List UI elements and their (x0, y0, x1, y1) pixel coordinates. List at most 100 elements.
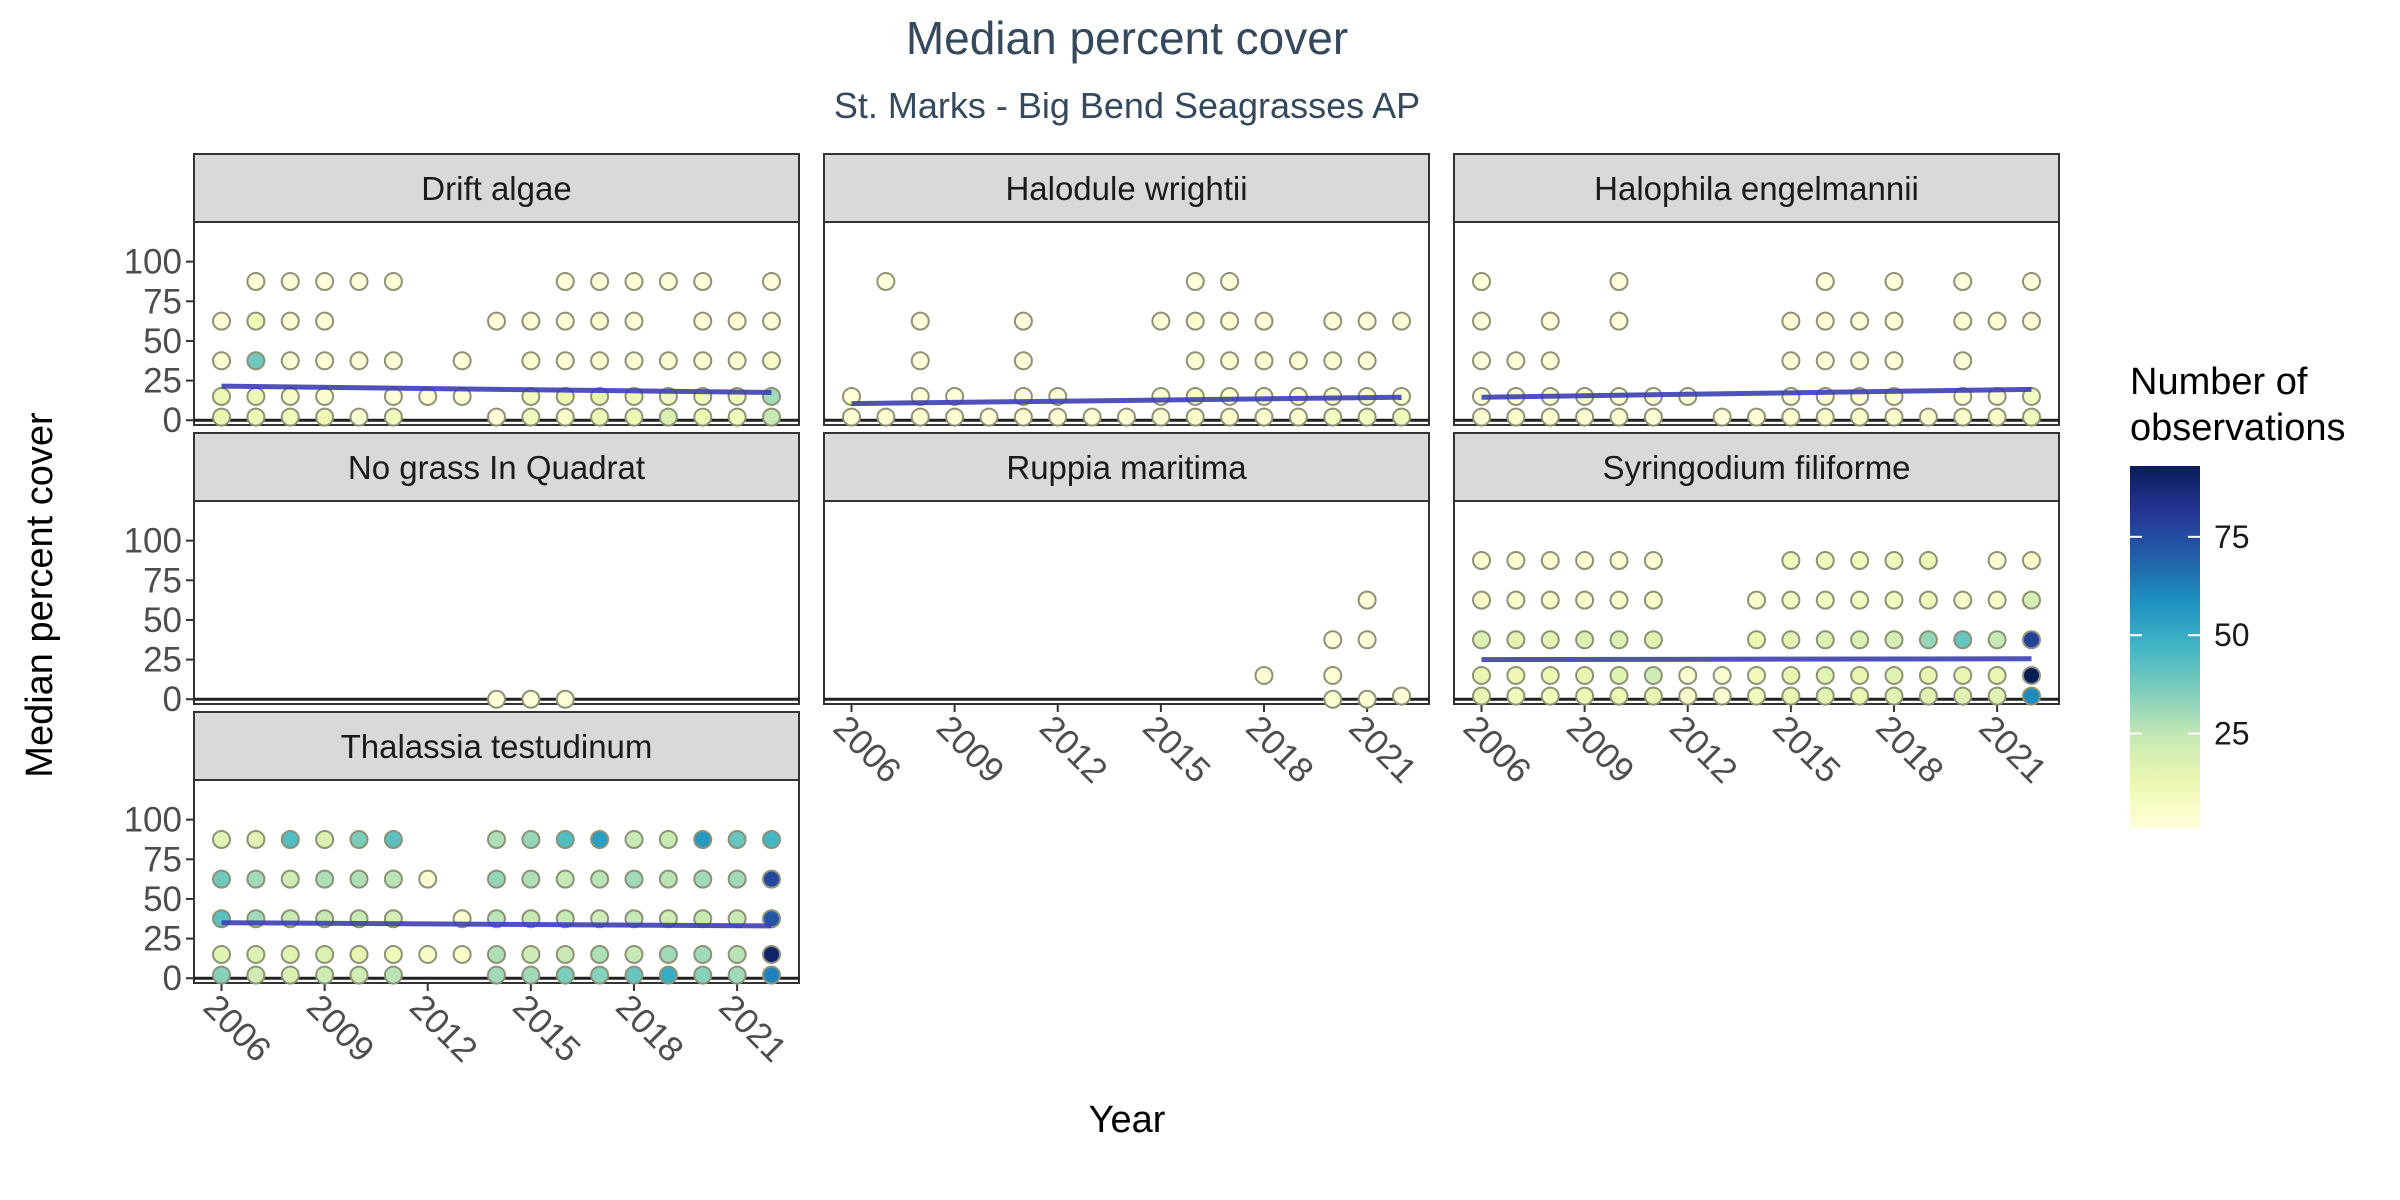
facet-panel: Halodule wrightii (823, 153, 1430, 427)
color-legend: Number of observations 25 50 75 (2130, 361, 2345, 828)
data-point (727, 829, 747, 849)
data-point (1987, 665, 2007, 685)
data-point (1392, 407, 1411, 427)
data-point (1151, 407, 1171, 427)
data-point (349, 944, 369, 964)
data-point (624, 271, 644, 291)
facet-strip (823, 153, 1430, 223)
data-point (555, 407, 575, 427)
facet-strip-label: Thalassia testudinum (341, 728, 653, 765)
y-tick-label: 50 (143, 880, 182, 919)
data-point (1884, 311, 1904, 331)
data-point (1643, 665, 1663, 685)
data-point (280, 944, 300, 964)
legend-tick-label: 25 (2214, 716, 2250, 752)
data-point (1953, 665, 1973, 685)
data-point (246, 965, 266, 985)
data-point (762, 407, 781, 427)
data-point (349, 271, 369, 291)
x-tick-label: 2012 (402, 987, 485, 1070)
facet-strip-label: Halodule wrightii (1005, 170, 1247, 207)
trend-line (1481, 656, 2032, 663)
data-point (1472, 271, 1491, 291)
data-point (1781, 665, 1801, 685)
data-point (1815, 271, 1835, 291)
data-point (693, 965, 713, 985)
data-point (762, 909, 781, 929)
chart-subtitle: St. Marks - Big Bend Seagrasses AP (834, 85, 1420, 126)
data-point (1884, 407, 1904, 427)
x-tick-label: 2018 (1238, 708, 1321, 791)
data-point (280, 271, 300, 291)
data-point (555, 689, 575, 709)
data-point (624, 965, 644, 985)
data-point (1357, 689, 1377, 709)
data-point (315, 386, 335, 406)
data-point (1357, 630, 1377, 650)
x-tick-label: 2009 (1559, 708, 1642, 791)
data-point (1918, 590, 1938, 610)
data-point (1781, 590, 1801, 610)
data-point (1609, 665, 1629, 685)
data-point (1609, 590, 1629, 610)
data-point (1953, 351, 1973, 371)
data-point (487, 407, 506, 427)
x-tick-label: 2006 (196, 987, 279, 1070)
data-point (658, 965, 678, 985)
data-point (1781, 407, 1801, 427)
facet-strip (193, 432, 800, 502)
data-point (876, 271, 896, 291)
y-tick-label: 25 (143, 641, 182, 680)
data-point (2022, 311, 2041, 331)
data-point (349, 351, 369, 371)
trend-line (221, 383, 772, 395)
data-point (1747, 686, 1766, 706)
data-point (555, 311, 575, 331)
x-tick-label: 2009 (299, 987, 382, 1070)
data-point (487, 869, 506, 889)
data-point (452, 944, 472, 964)
data-point (1472, 550, 1491, 570)
data-point (658, 829, 678, 849)
data-point (2022, 550, 2041, 570)
data-point (1575, 686, 1595, 706)
data-point (487, 689, 506, 709)
data-point (1815, 407, 1835, 427)
data-point (1220, 271, 1240, 291)
data-point (521, 407, 541, 427)
data-point (1884, 590, 1904, 610)
x-tick-label: 2021 (1341, 708, 1424, 791)
data-point (1678, 665, 1698, 685)
data-point (1815, 311, 1835, 331)
data-point (1987, 407, 2007, 427)
chart-title: Median percent cover (906, 12, 1348, 64)
data-point (487, 311, 506, 331)
data-point (1013, 351, 1033, 371)
data-point (1987, 590, 2007, 610)
x-tick-label: 2018 (1868, 708, 1951, 791)
data-point (910, 407, 930, 427)
data-point (1609, 630, 1629, 650)
data-point (383, 351, 403, 371)
data-point (2022, 590, 2041, 610)
data-point (2022, 386, 2041, 406)
data-point (555, 351, 575, 371)
data-point (762, 351, 781, 371)
data-point (1357, 407, 1377, 427)
data-point (1506, 351, 1526, 371)
data-point (315, 944, 335, 964)
legend-tick-label: 50 (2214, 617, 2250, 653)
data-point (1918, 686, 1938, 706)
data-point (693, 351, 713, 371)
data-point (762, 944, 781, 964)
trend-line (851, 394, 1402, 407)
data-point (418, 869, 438, 889)
data-point (1918, 550, 1938, 570)
data-point (1472, 665, 1491, 685)
legend-colorbar (2130, 466, 2200, 828)
y-tick-label: 25 (143, 920, 182, 959)
data-point (452, 351, 472, 371)
data-point (212, 965, 231, 985)
data-point (315, 351, 335, 371)
